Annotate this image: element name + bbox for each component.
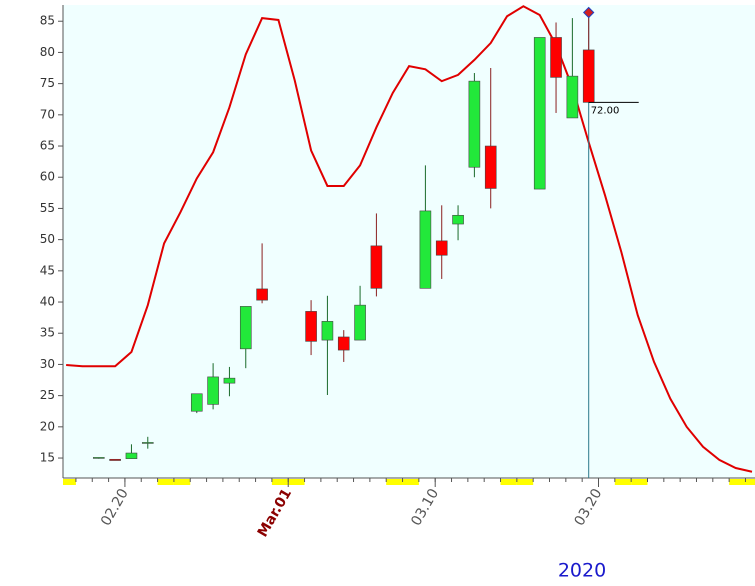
year-label: 2020	[558, 560, 606, 582]
y-tick-label: 40	[40, 295, 55, 309]
candle-body	[190, 393, 203, 412]
candle-body	[550, 37, 562, 78]
x-tick-label: 03.10	[408, 486, 442, 529]
weekend-block	[288, 479, 305, 485]
y-tick-label: 55	[40, 201, 55, 215]
weekend-block	[271, 479, 289, 485]
candle-body	[435, 240, 448, 256]
candle-body	[566, 75, 579, 119]
candle-body	[337, 336, 350, 351]
candle-body	[370, 245, 383, 289]
candle-body	[484, 145, 497, 189]
candle-body	[141, 442, 154, 444]
weekend-block	[173, 479, 191, 485]
weekend-block	[500, 479, 517, 485]
candle-body	[582, 49, 595, 103]
candle-body	[468, 80, 481, 168]
candle-body	[305, 311, 317, 342]
weekend-block	[614, 479, 632, 485]
weekend-block	[157, 479, 174, 485]
candle-body	[354, 304, 366, 341]
candle-body	[533, 37, 546, 190]
candle-body	[239, 306, 252, 350]
last-close-label: 72.00	[591, 105, 620, 116]
candle-body	[419, 210, 432, 289]
candle-body	[452, 214, 464, 225]
candle-body	[109, 458, 121, 461]
x-tick-label: 03.20	[572, 486, 606, 529]
x-tick-label: 02.20	[98, 486, 132, 529]
y-tick-label: 35	[40, 326, 55, 340]
y-tick-label: 30	[40, 357, 55, 371]
weekend-block	[745, 479, 755, 485]
y-tick-label: 60	[40, 170, 55, 184]
y-tick-label: 20	[40, 419, 55, 433]
candle-body	[207, 376, 219, 405]
candle-body	[125, 452, 138, 459]
weekend-block	[631, 479, 648, 485]
y-tick-label: 50	[40, 232, 55, 246]
y-tick-label: 65	[40, 139, 55, 153]
plot-background	[63, 5, 755, 478]
y-tick-label: 85	[40, 14, 55, 28]
y-tick-label: 15	[40, 451, 55, 465]
y-tick-label: 25	[40, 388, 55, 402]
weekend-block	[386, 479, 403, 485]
weekend-block	[402, 479, 419, 485]
candle-body	[256, 288, 268, 301]
high-marker	[582, 6, 595, 19]
weekend-block	[729, 479, 746, 485]
y-tick-label: 80	[40, 45, 55, 59]
y-tick-label: 75	[40, 76, 55, 90]
weekend-block	[516, 479, 534, 485]
candle-body	[321, 321, 334, 341]
indicator-line	[66, 5, 753, 473]
y-tick-label: 70	[40, 107, 55, 121]
weekend-block	[63, 479, 76, 485]
candle-body	[223, 377, 236, 384]
y-tick-label: 45	[40, 263, 55, 277]
candle-body	[92, 457, 105, 459]
x-tick-label: Mar.01	[255, 486, 295, 540]
